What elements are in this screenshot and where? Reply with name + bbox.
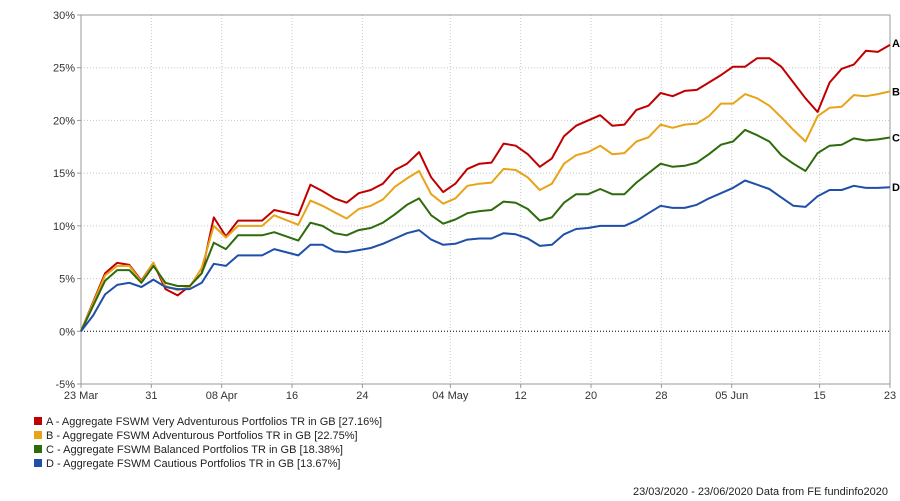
legend-item-d: D - Aggregate FSWM Cautious Portfolios T… — [34, 457, 382, 471]
legend-label-c: C - Aggregate FSWM Balanced Portfolios T… — [46, 444, 343, 456]
legend-item-b: B - Aggregate FSWM Adventurous Portfolio… — [34, 429, 382, 443]
legend-label-d: D - Aggregate FSWM Cautious Portfolios T… — [46, 458, 341, 470]
y-tick-label: -5% — [55, 379, 75, 391]
legend-swatch-a — [34, 417, 42, 426]
series-line-a — [80, 44, 891, 332]
series-line-b — [80, 90, 891, 332]
x-tick-label: 20 — [585, 390, 597, 402]
end-label-b: B — [892, 86, 900, 98]
x-tick-label: 04 May — [432, 390, 469, 402]
legend: A - Aggregate FSWM Very Adventurous Port… — [34, 415, 382, 471]
y-tick-label: 10% — [53, 221, 75, 233]
end-label-a: A — [892, 38, 900, 50]
series-line-d — [80, 179, 891, 332]
end-label-c: C — [892, 133, 900, 145]
x-tick-label: 24 — [356, 390, 368, 402]
x-axis-tick-labels: 23 Mar 31 08 Apr 16 24 04 May 12 20 28 05 Jun 15 23 — [64, 384, 896, 402]
legend-swatch-c — [34, 445, 42, 454]
x-tick-label: 28 — [655, 390, 667, 402]
legend-item-a: A - Aggregate FSWM Very Adventurous Port… — [34, 415, 382, 429]
x-tick-label: 12 — [515, 390, 527, 402]
series-lines — [80, 44, 891, 332]
y-tick-label: 0% — [59, 326, 75, 338]
vertical-gridlines — [150, 15, 821, 384]
y-tick-label: 15% — [53, 168, 75, 180]
y-tick-label: 5% — [59, 274, 75, 286]
y-tick-label: 25% — [53, 63, 75, 75]
legend-item-c: C - Aggregate FSWM Balanced Portfolios T… — [34, 443, 382, 457]
legend-label-b: B - Aggregate FSWM Adventurous Portfolio… — [46, 430, 358, 442]
legend-label-a: A - Aggregate FSWM Very Adventurous Port… — [46, 416, 383, 428]
y-tick-label: 20% — [53, 115, 75, 127]
x-tick-label: 23 Mar — [64, 390, 99, 402]
x-tick-label: 23 — [884, 390, 896, 402]
end-label-d: D — [892, 182, 900, 194]
plot-area-frame — [80, 14, 891, 385]
x-tick-label: 16 — [286, 390, 298, 402]
x-tick-label: 31 — [145, 390, 157, 402]
source-caption: 23/03/2020 - 23/06/2020 Data from FE fun… — [632, 486, 888, 498]
legend-swatch-b — [34, 431, 42, 440]
y-axis-tick-labels: 30% 25% 20% 15% 10% 5% 0% -5% — [53, 10, 81, 391]
series-line-c — [80, 128, 891, 332]
x-tick-label: 15 — [814, 390, 826, 402]
legend-swatch-d — [34, 459, 42, 468]
horizontal-gridlines — [81, 14, 890, 385]
series-end-labels: A B C D — [892, 38, 900, 194]
x-tick-label: 08 Apr — [206, 390, 238, 402]
x-tick-label: 05 Jun — [715, 390, 748, 402]
y-tick-label: 30% — [53, 10, 75, 22]
